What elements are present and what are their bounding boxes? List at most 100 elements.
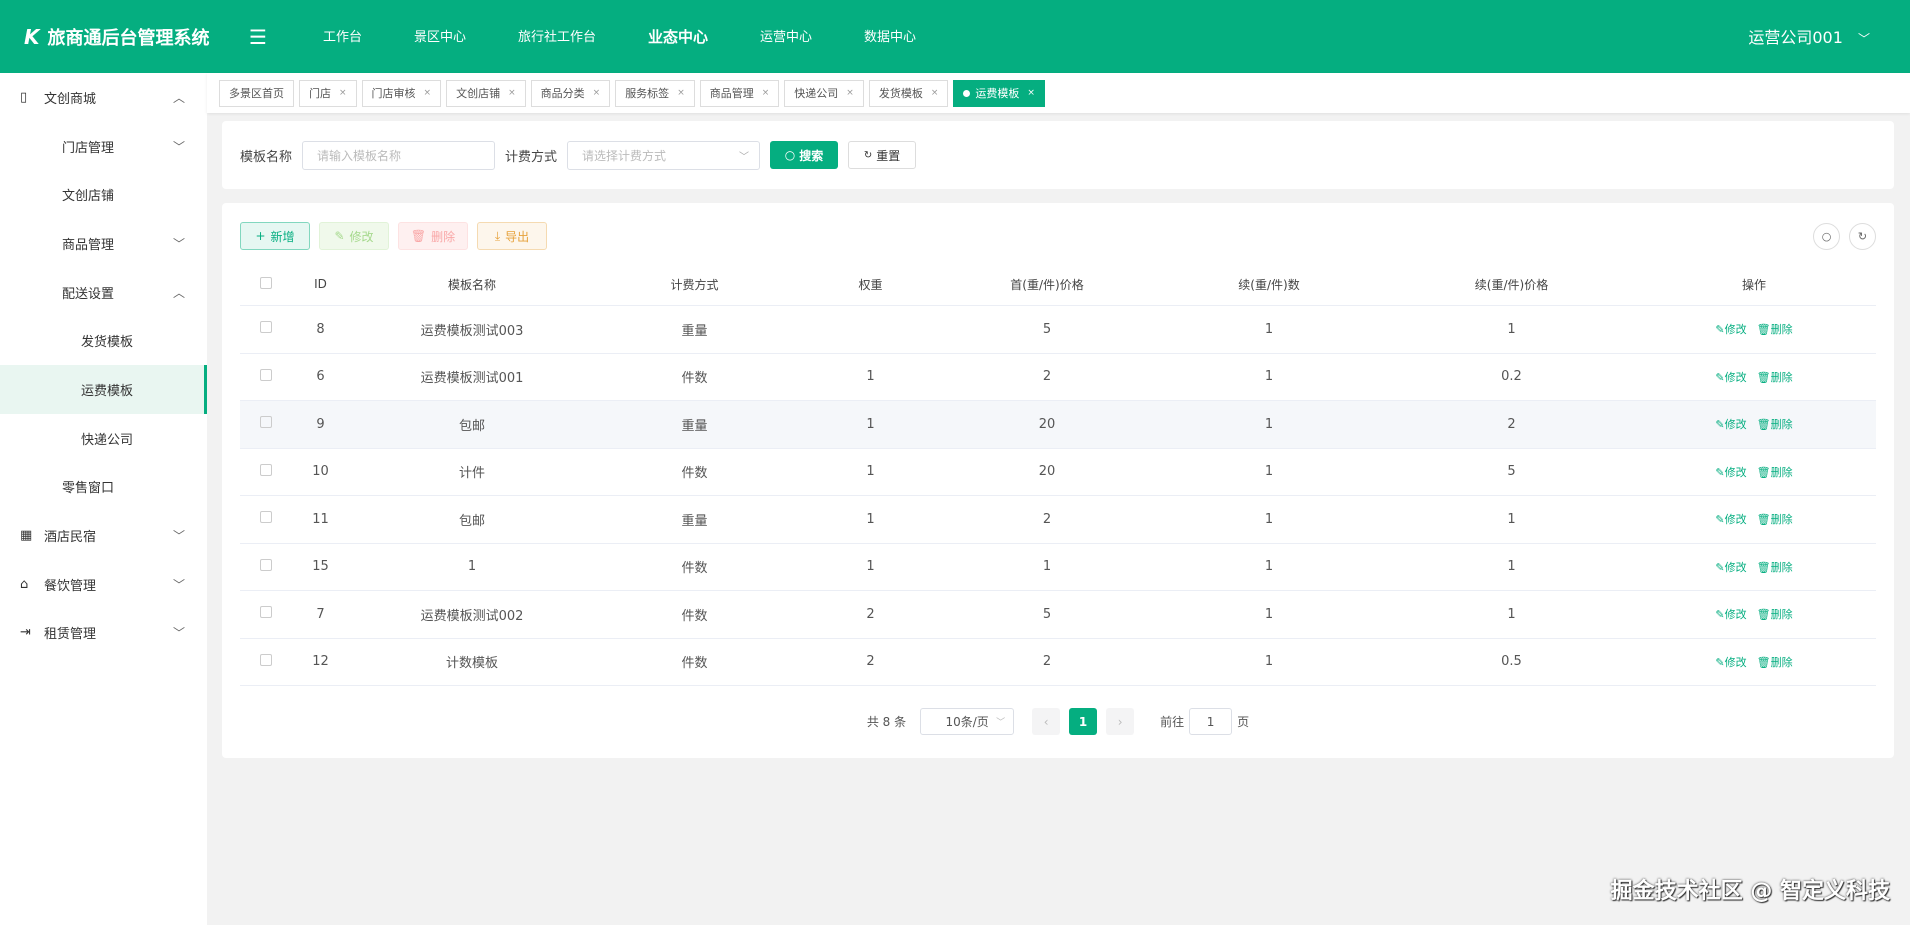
- add-button[interactable]: + 新增: [240, 222, 310, 250]
- row-checkbox[interactable]: [260, 321, 272, 334]
- billing-method-select[interactable]: 请选择计费方式 ﹀: [567, 140, 761, 170]
- row-edit-button[interactable]: ✎修改: [1715, 561, 1746, 574]
- nav-item[interactable]: 景区中心: [413, 30, 466, 45]
- tab[interactable]: 多景区首页: [219, 79, 294, 107]
- export-button[interactable]: ⤓ 导出: [477, 222, 547, 250]
- close-icon[interactable]: ×: [339, 88, 347, 98]
- table-cell: 20: [1038, 464, 1056, 480]
- row-delete-button[interactable]: 🗑删除: [1757, 513, 1793, 526]
- sidebar-item[interactable]: ▦ 酒店民宿 ﹀: [0, 511, 207, 560]
- column-header: 续(重/件)价格: [1474, 277, 1549, 292]
- close-icon[interactable]: ×: [677, 88, 685, 98]
- table-cell: 件数: [681, 466, 708, 482]
- user-menu[interactable]: 运营公司001 ﹀: [1748, 24, 1870, 48]
- nav-item[interactable]: 旅行社工作台: [517, 30, 596, 45]
- select-all-checkbox[interactable]: [260, 276, 272, 289]
- row-checkbox[interactable]: [260, 511, 272, 524]
- row-edit-button[interactable]: ✎修改: [1715, 513, 1746, 526]
- row-checkbox[interactable]: [260, 606, 272, 619]
- sidebar-item[interactable]: 文创店铺: [0, 170, 207, 219]
- sidebar-item[interactable]: ⇥ 租赁管理 ﹀: [0, 609, 207, 658]
- row-delete-button[interactable]: 🗑删除: [1757, 608, 1793, 621]
- column-header: 权重: [858, 277, 883, 292]
- sidebar-item[interactable]: 配送设置 ︿: [0, 268, 207, 317]
- tab[interactable]: 服务标签 ×: [615, 79, 695, 107]
- template-name-input[interactable]: 请输入模板名称: [302, 140, 496, 170]
- row-delete-button[interactable]: 🗑删除: [1757, 466, 1793, 479]
- sidebar-item[interactable]: 快递公司: [0, 414, 207, 463]
- close-icon[interactable]: ×: [1027, 88, 1035, 98]
- logo-icon: K: [24, 24, 40, 49]
- table-cell: 5: [1042, 606, 1052, 622]
- tab[interactable]: 商品分类 ×: [530, 79, 611, 107]
- row-delete-button[interactable]: 🗑删除: [1757, 418, 1793, 431]
- page-size-select[interactable]: 10条/页 ﹀: [920, 708, 1015, 735]
- close-icon[interactable]: ×: [592, 88, 601, 98]
- sidebar-item[interactable]: 商品管理 ﹀: [0, 219, 207, 268]
- table-cell: 1: [1264, 321, 1274, 337]
- sidebar-item[interactable]: 门店管理 ﹀: [0, 122, 207, 171]
- sidebar-item[interactable]: ⌂ 餐饮管理 ﹀: [0, 560, 207, 609]
- tab[interactable]: 商品管理 ×: [699, 79, 780, 107]
- close-icon[interactable]: ×: [508, 88, 516, 98]
- sidebar-item[interactable]: 零售窗口: [0, 463, 207, 512]
- row-edit-button[interactable]: ✎修改: [1715, 323, 1746, 336]
- search-button[interactable]: ○ 搜索: [770, 141, 839, 169]
- close-icon[interactable]: ×: [846, 88, 854, 98]
- tab-label: 文创店铺: [456, 87, 501, 100]
- row-edit-button[interactable]: ✎修改: [1715, 466, 1746, 479]
- row-checkbox[interactable]: [260, 416, 272, 429]
- sidebar-item[interactable]: 运费模板: [0, 365, 207, 414]
- nav-item[interactable]: 数据中心: [864, 30, 917, 45]
- close-icon[interactable]: ×: [761, 88, 770, 98]
- top-header: K 旅商通后台管理系统 ☰ 工作台 景区中心 旅行社工作台 业态中心 运营中心 数据中心 运…: [0, 0, 1910, 73]
- tab[interactable]: 发货模板 ×: [868, 79, 949, 107]
- reset-button[interactable]: ↻ 重置: [848, 141, 917, 169]
- nav-item[interactable]: 业态中心: [647, 28, 708, 46]
- delete-label: 删除: [1770, 608, 1793, 622]
- edit-button[interactable]: ✎ 修改: [319, 222, 389, 250]
- table-cell: 1: [467, 559, 477, 575]
- tab[interactable]: 门店审核 ×: [361, 79, 442, 107]
- row-checkbox[interactable]: [260, 463, 272, 476]
- table-cell: 1: [1264, 654, 1274, 670]
- row-edit-button[interactable]: ✎修改: [1715, 371, 1746, 384]
- row-delete-button[interactable]: 🗑删除: [1757, 561, 1793, 574]
- row-checkbox[interactable]: [260, 368, 272, 381]
- next-page-button[interactable]: ›: [1106, 708, 1135, 735]
- nav-item[interactable]: 运营中心: [760, 30, 813, 45]
- edit-icon: ✎: [1715, 513, 1725, 527]
- close-icon[interactable]: ×: [423, 88, 432, 98]
- tab[interactable]: 运费模板 ×: [953, 79, 1045, 107]
- row-checkbox[interactable]: [260, 653, 272, 666]
- prev-page-button[interactable]: ‹: [1032, 708, 1061, 735]
- row-delete-button[interactable]: 🗑删除: [1757, 371, 1793, 384]
- tab[interactable]: 快递公司 ×: [784, 79, 864, 107]
- menu-collapse-icon[interactable]: ☰: [249, 24, 267, 49]
- goto-page-input[interactable]: 1: [1189, 708, 1233, 735]
- edit-label: 修改: [349, 229, 374, 244]
- page-1-button[interactable]: 1: [1069, 708, 1098, 735]
- delete-label: 删除: [1770, 323, 1793, 337]
- delete-label: 删除: [1770, 370, 1793, 384]
- tab[interactable]: 门店 ×: [299, 79, 357, 107]
- row-checkbox[interactable]: [260, 558, 272, 571]
- table-cell: 1: [866, 464, 875, 480]
- page-suffix: 页: [1237, 715, 1250, 729]
- close-icon[interactable]: ×: [930, 88, 939, 98]
- sidebar-item[interactable]: ▯ 文创商城 ︿: [0, 73, 207, 122]
- toggle-search-icon[interactable]: ○: [1813, 223, 1840, 250]
- sidebar-item[interactable]: 发货模板: [0, 316, 207, 365]
- row-edit-button[interactable]: ✎修改: [1715, 656, 1746, 669]
- table-cell: 重量: [681, 513, 708, 529]
- row-delete-button[interactable]: 🗑删除: [1757, 656, 1793, 669]
- refresh-icon[interactable]: ↻: [1849, 223, 1876, 250]
- delete-button[interactable]: 🗑 删除: [398, 222, 468, 250]
- row-edit-button[interactable]: ✎修改: [1715, 608, 1746, 621]
- row-edit-button[interactable]: ✎修改: [1715, 418, 1746, 431]
- nav-item[interactable]: 工作台: [322, 30, 362, 45]
- sidebar-item-label: 文创店铺: [62, 189, 115, 205]
- row-delete-button[interactable]: 🗑删除: [1757, 323, 1793, 336]
- tab[interactable]: 文创店铺 ×: [446, 79, 526, 107]
- table-cell: 1: [1264, 606, 1274, 622]
